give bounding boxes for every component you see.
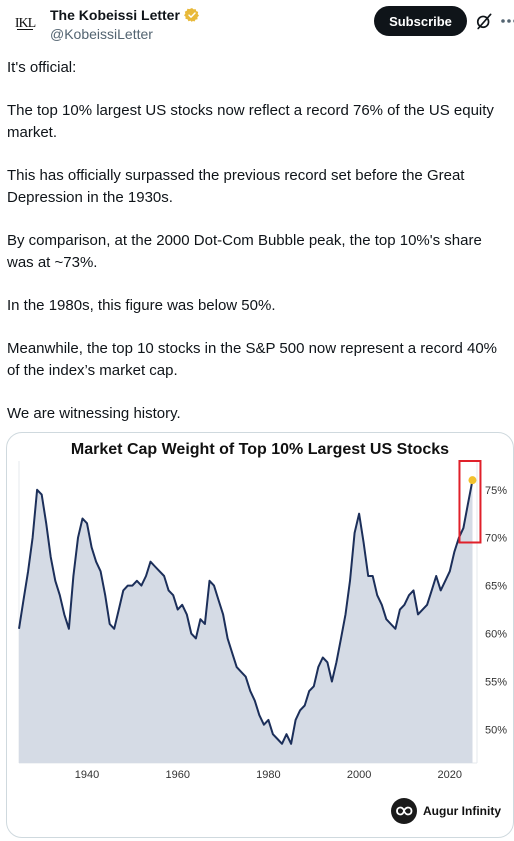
x-tick-label: 1980 [256,769,280,781]
subscribe-button[interactable]: Subscribe [374,6,467,36]
account-handle[interactable]: @KobeissiLetter [50,26,153,42]
x-tick-label: 2000 [347,769,371,781]
grok-icon[interactable] [474,11,494,31]
y-tick-label: 65% [485,581,507,593]
tweet-paragraph: In the 1980s, this figure was below 50%. [7,297,276,314]
source-brand-name: Augur Infinity [423,804,501,818]
tweet-paragraph: The top 10% largest US stocks now reflec… [7,102,494,141]
chart-canvas: 1940 1960 1980 2000 2020 50% 55% 60% 65% 70% 75% [18,460,507,781]
chart-image[interactable]: 1940 1960 1980 2000 2020 50% 55% 60% 65% 70% 75% M… [6,432,514,838]
source-brand: Augur Infinity [391,798,501,824]
tweet-text: It's official: The top 10% largest US st… [7,57,507,446]
tweet-paragraph: It's official: [7,59,77,76]
avatar[interactable]: IKL [9,8,41,40]
more-icon[interactable] [499,11,514,31]
series-area [19,480,473,763]
tweet-paragraph: This has officially surpassed the previo… [7,167,465,206]
name-row: The Kobeissi Letter [50,7,200,23]
avatar-text: IKL [14,16,36,31]
series-line [18,480,474,745]
display-name[interactable]: The Kobeissi Letter [50,7,180,23]
x-tick-label: 1960 [165,769,189,781]
tweet-paragraph: We are witnessing history. [7,405,181,422]
chart-title: Market Cap Weight of Top 10% Largest US … [70,441,450,458]
tweet-paragraph: By comparison, at the 2000 Dot-Com Bubbl… [7,232,482,271]
highlight-box [458,460,482,544]
tweet-paragraph: Meanwhile, the top 10 stocks in the S&P … [7,340,498,379]
y-tick-label: 60% [485,629,507,641]
y-tick-label: 70% [485,533,507,545]
highlight-dot [468,476,477,485]
y-tick-label: 75% [485,485,507,497]
tweet-header: IKL The Kobeissi Letter @KobeissiLetter … [0,0,514,50]
augur-infinity-logo-icon [391,798,417,824]
x-tick-label: 1940 [75,769,99,781]
y-tick-label: 55% [485,677,507,689]
y-tick-label: 50% [485,724,507,736]
avatar-underline [17,29,33,30]
verified-badge-icon[interactable] [183,7,200,23]
x-tick-label: 2020 [438,769,462,781]
